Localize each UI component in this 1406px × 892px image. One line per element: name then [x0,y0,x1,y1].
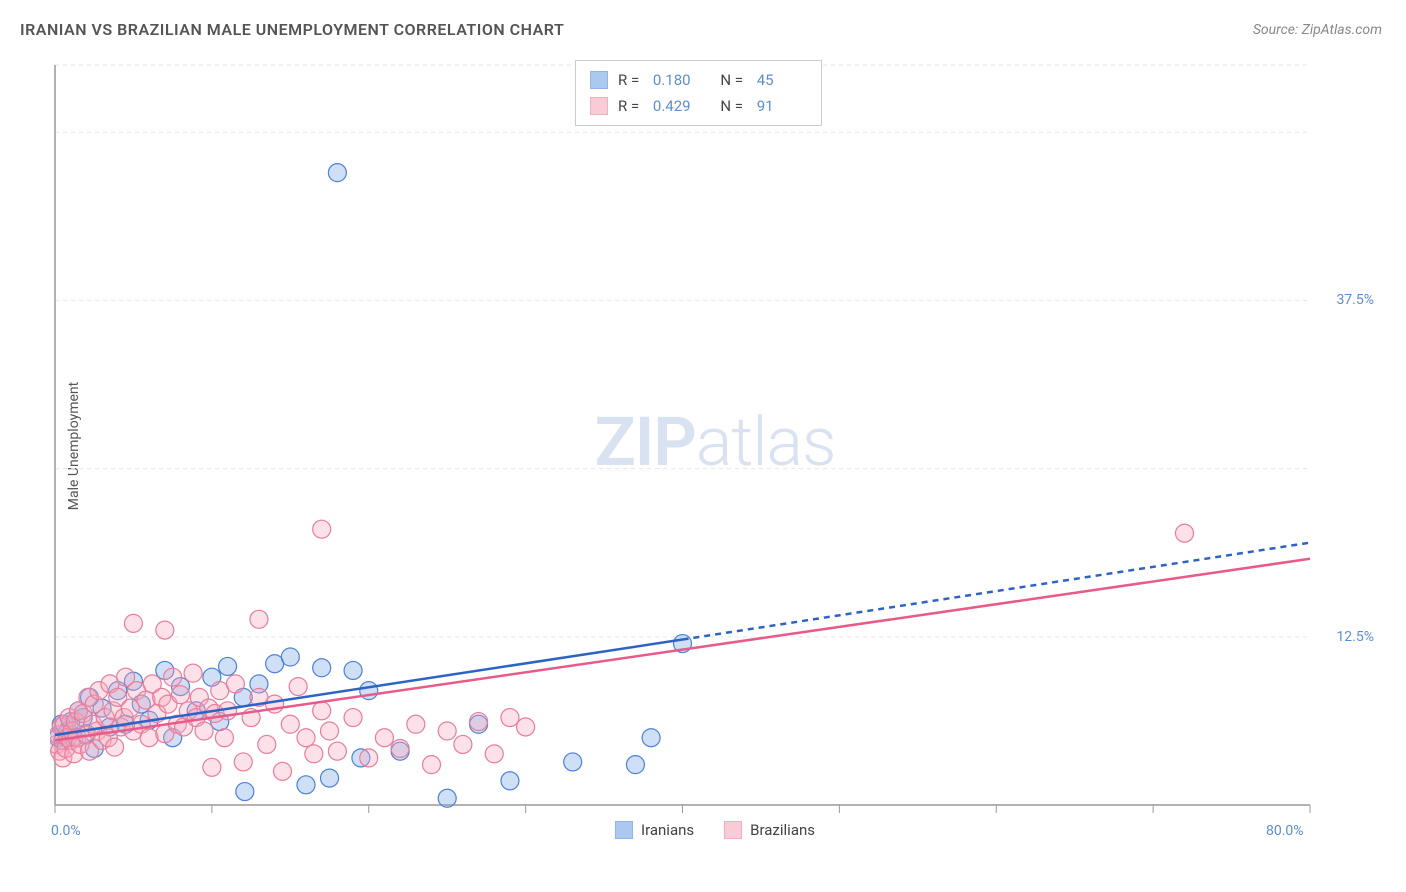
r-label: R = [618,93,643,119]
legend-row: R = 0.180 N = 45 [590,67,807,93]
n-label: N = [713,93,747,119]
legend-swatch [724,821,742,839]
plot-area: ZIPatlas R = 0.180 N = 45R = 0.429 N = 9… [50,55,1380,845]
ytick-label: 12.5% [1336,629,1374,645]
bottom-legend-item: Iranians [615,821,694,839]
stats-legend: R = 0.180 N = 45R = 0.429 N = 91 [575,60,822,126]
n-value: 91 [757,93,807,119]
r-label: R = [618,67,643,93]
bottom-legend-item: Brazilians [724,821,815,839]
chart-title: IRANIAN VS BRAZILIAN MALE UNEMPLOYMENT C… [20,20,564,39]
r-value: 0.180 [653,67,703,93]
xtick-label: 80.0% [1266,823,1304,839]
n-label: N = [713,67,747,93]
chart-container: IRANIAN VS BRAZILIAN MALE UNEMPLOYMENT C… [0,0,1406,892]
legend-swatch [590,71,608,89]
legend-swatch [615,821,633,839]
ytick-label: 37.5% [1336,292,1374,308]
r-value: 0.429 [653,93,703,119]
n-value: 45 [757,67,807,93]
chart-source: Source: ZipAtlas.com [1253,22,1382,38]
legend-label: Iranians [641,821,694,839]
legend-label: Brazilians [750,821,815,839]
legend-swatch [590,97,608,115]
bottom-legend: Iranians Brazilians [615,821,815,839]
xtick-label: 0.0% [51,823,81,839]
legend-row: R = 0.429 N = 91 [590,93,807,119]
